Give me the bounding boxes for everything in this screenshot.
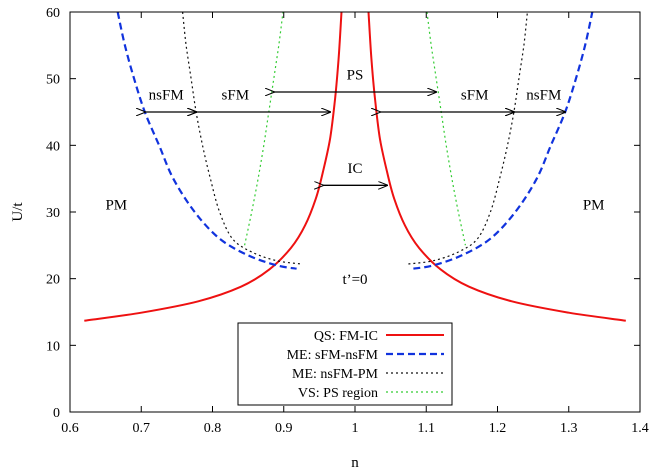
legend-label: VS: PS region — [298, 386, 378, 401]
plot-area-frame — [69, 11, 641, 413]
region-label: sFM — [461, 88, 489, 104]
x-tick-label: 0.6 — [61, 421, 79, 436]
y-tick-label: 40 — [46, 139, 60, 154]
legend: QS: FM-IC ME: sFM-nsFM ME: nsFM-PM VS: PS r… — [237, 322, 453, 406]
region-label: sFM — [222, 88, 250, 104]
legend-label: ME: nsFM-PM — [292, 367, 379, 382]
x-tick-label: 1.4 — [631, 421, 649, 436]
x-tick-label: 0.7 — [133, 421, 151, 436]
x-tick-label: 0.9 — [275, 421, 293, 436]
y-tick-label: 30 — [46, 206, 60, 221]
legend-label: ME: sFM-nsFM — [287, 348, 379, 363]
region-label-bg — [344, 65, 366, 84]
series-line-4-right — [426, 12, 466, 246]
annotation-layer: PM PM nsFM sFM PS sFM nsFM IC — [105, 65, 605, 214]
y-tick-label: 50 — [46, 73, 60, 88]
region-label-bg — [105, 195, 128, 214]
y-axis-label: U/t — [10, 202, 26, 222]
series-line-2-left — [116, 12, 297, 270]
region-label: nsFM — [526, 88, 561, 104]
region-label-bg — [146, 85, 187, 104]
legend-label: QS: FM-IC — [314, 329, 378, 344]
region-label-bg — [459, 85, 491, 104]
series-line-1-left — [84, 12, 343, 322]
y-tick-label: 20 — [46, 273, 60, 288]
legend-box — [237, 322, 453, 406]
region-label: IC — [348, 161, 363, 177]
series-line-1-right — [367, 12, 626, 322]
x-tick-label: 1.1 — [418, 421, 436, 436]
x-tick-label: 1.2 — [489, 421, 507, 436]
series-line-3-left — [182, 12, 302, 265]
region-label: PS — [347, 68, 364, 84]
x-axis-label: n — [351, 455, 359, 471]
region-label: PM — [105, 198, 127, 214]
region-label-bg — [219, 85, 251, 104]
y-tick-label: 60 — [46, 6, 60, 21]
series-line-4-left — [244, 12, 284, 246]
x-tick-label: 1.3 — [560, 421, 578, 436]
x-tick-label: 0.8 — [204, 421, 222, 436]
series-layer — [84, 12, 626, 322]
region-label: nsFM — [149, 88, 184, 104]
region-label-bg — [344, 159, 366, 177]
axes-layer: 0.6 0.7 0.8 0.9 1 1.1 1.2 1.3 1.4 0 10 20 30 40 50 60 — [46, 6, 649, 436]
y-tick-label: 10 — [46, 339, 60, 354]
region-label: PM — [583, 198, 605, 214]
region-label-bg — [523, 85, 564, 104]
series-line-2-right — [413, 12, 594, 270]
y-tick-label: 0 — [53, 406, 60, 421]
x-tick-label: 1 — [352, 421, 359, 436]
series-line-3-right — [408, 12, 528, 265]
region-label-bg — [582, 195, 605, 214]
t-prime-annotation: t’=0 — [342, 272, 367, 288]
